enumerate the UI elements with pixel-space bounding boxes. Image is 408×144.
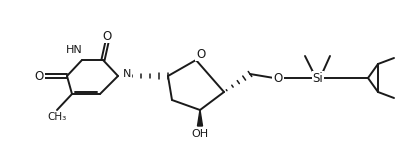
Text: OH: OH [191,129,208,139]
Text: HN: HN [66,45,82,55]
Text: O: O [196,48,206,60]
Polygon shape [197,110,202,126]
Text: N: N [123,69,131,79]
Text: O: O [273,72,283,85]
Text: CH₃: CH₃ [47,112,67,122]
Text: Si: Si [313,72,324,85]
Text: O: O [34,70,44,83]
Text: O: O [102,30,112,42]
